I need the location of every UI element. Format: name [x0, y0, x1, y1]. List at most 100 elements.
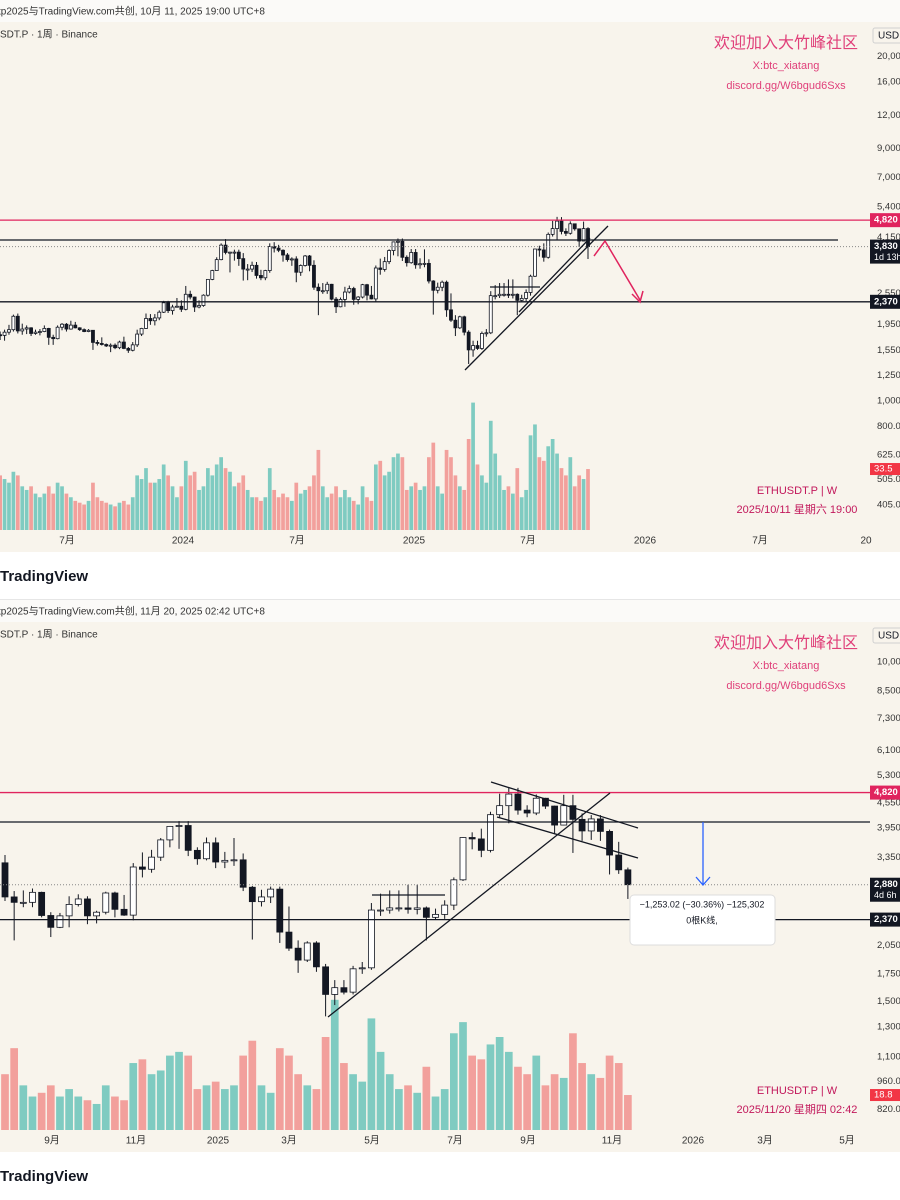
volume-bar — [367, 1018, 376, 1130]
volume-bar — [285, 1055, 293, 1130]
volume-bar — [126, 504, 131, 530]
candle-body — [33, 331, 38, 334]
volume-bar — [457, 486, 462, 530]
volume-bar — [15, 475, 20, 530]
candle-body — [86, 329, 91, 332]
candle-body — [73, 324, 78, 329]
y-tick-label: 1,950 — [877, 319, 900, 330]
volume-bar — [214, 464, 219, 530]
trend-line — [327, 792, 611, 1018]
volume-bar — [51, 493, 56, 530]
volume-bar — [135, 475, 140, 530]
x-tick-label: 11月 — [126, 1135, 146, 1147]
header-strip — [0, 600, 900, 622]
volume-bar — [245, 489, 250, 530]
x-tick-label: 9月 — [44, 1135, 60, 1147]
countdown-label: 1d 13h — [874, 252, 900, 262]
candle-body — [400, 240, 405, 258]
candle-body — [267, 888, 275, 898]
volume-bar — [413, 482, 418, 530]
volume-bar — [365, 497, 369, 530]
watermark-text: 欢迎加入大竹峰社区 — [714, 634, 858, 652]
volume-bar — [65, 1089, 73, 1130]
volume-bar — [303, 489, 307, 530]
volume-bar — [343, 489, 347, 530]
candle-body — [577, 228, 582, 242]
volume-bar — [624, 1095, 632, 1130]
candle-body — [307, 255, 312, 266]
candle-body — [477, 838, 485, 851]
volume-bar — [587, 1074, 596, 1130]
volume-bar — [228, 471, 232, 530]
candle-body — [289, 258, 294, 261]
candle-body — [422, 262, 427, 265]
volume-bar — [157, 479, 162, 530]
candle-body — [108, 344, 113, 347]
volume-label-bg — [870, 463, 900, 476]
volume-bar — [605, 1055, 614, 1130]
volume-bar — [272, 489, 277, 530]
volume-bar — [19, 1085, 28, 1130]
level-label-bg — [870, 912, 900, 927]
candle-body — [466, 331, 471, 351]
volume-bar — [497, 475, 502, 530]
y-tick-label: 12,000 — [877, 110, 900, 121]
volume-bar — [152, 482, 157, 530]
volume-bar — [303, 1085, 312, 1130]
y-tick-label: 7,300 — [877, 713, 900, 724]
volume-bar — [188, 475, 193, 530]
plot-area — [0, 787, 870, 1130]
level-label: 4,820 — [874, 787, 898, 798]
candle-body — [46, 328, 51, 338]
volume-bar — [351, 500, 356, 530]
candle-body — [138, 866, 146, 870]
symbol-stamp: 2025/10/11 星期六 19:00 — [737, 503, 858, 516]
candle-body — [449, 309, 453, 321]
x-tick-label: 3月 — [757, 1135, 773, 1147]
volume-bar — [46, 486, 51, 530]
x-tick-label: 20 — [860, 536, 872, 547]
candle-body — [457, 316, 462, 329]
candle-body — [285, 931, 293, 949]
candle-body — [130, 344, 135, 351]
candle-body — [95, 342, 100, 344]
level-label: 2,370 — [874, 296, 898, 307]
volume-bar — [440, 493, 444, 530]
watermark-text: X:btc_xiatang — [753, 60, 820, 72]
volume-bar — [358, 1081, 367, 1130]
candle-body — [170, 306, 175, 312]
y-tick-label: 7,000 — [877, 172, 900, 183]
volume-bar — [0, 475, 2, 530]
volume-bar — [82, 504, 86, 530]
y-tick-label: 1,300 — [877, 1022, 900, 1033]
candle-body — [510, 293, 515, 296]
volume-bar — [462, 489, 467, 530]
candle-body — [329, 283, 334, 300]
candle-body — [569, 805, 577, 820]
currency: USD — [878, 631, 899, 642]
volume-bar — [614, 1063, 623, 1130]
candle-body — [340, 987, 348, 993]
volume-bar — [537, 457, 542, 530]
volume-bar — [37, 1092, 46, 1130]
volume-bar — [316, 449, 321, 530]
candle-body — [312, 264, 316, 288]
x-tick-label: 2026 — [682, 1136, 705, 1147]
volume-bar — [290, 500, 294, 530]
x-tick-label: 7月 — [447, 1135, 463, 1147]
level-label-bg — [870, 213, 900, 228]
candle-body — [42, 328, 47, 332]
drawings — [0, 781, 870, 1018]
candle-body — [615, 854, 623, 871]
candle-body — [285, 254, 290, 261]
candle-body — [77, 327, 82, 331]
volume-bar — [427, 457, 431, 530]
candle-body — [139, 328, 144, 335]
volume-bar — [431, 1096, 440, 1130]
volume-bar — [166, 475, 170, 530]
candle-body — [267, 246, 272, 271]
candle-body — [60, 323, 64, 328]
currency-box — [872, 27, 900, 44]
volume-bar — [449, 457, 453, 530]
volume-label: 33.5 — [874, 464, 893, 475]
